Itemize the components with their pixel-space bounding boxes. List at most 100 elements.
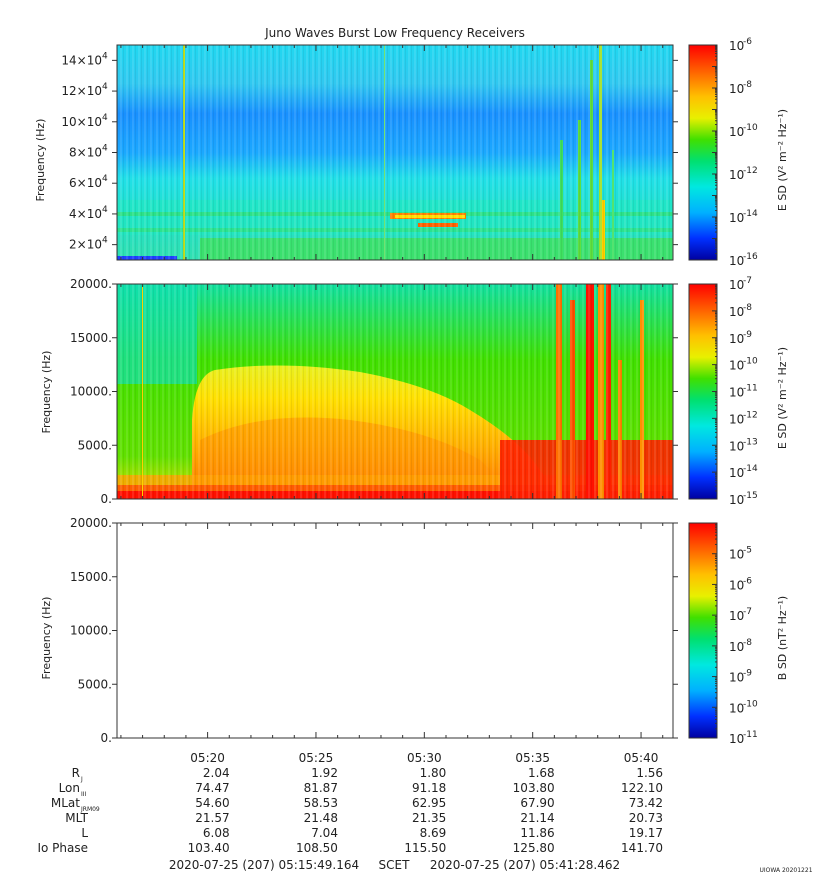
colorbar-tick-label: 10	[729, 701, 744, 715]
colorbar-tick-exponent: -10	[743, 357, 758, 367]
ephemeris-label-sub: J	[80, 776, 83, 783]
ytick-label: 0.	[101, 492, 112, 506]
ephemeris-label: MLT	[65, 811, 88, 825]
ephemeris-label-sub: III	[81, 791, 87, 798]
colorbar-tick-exponent: -8	[743, 638, 752, 648]
colorbar-1-label: E SD (V² m⁻² Hz⁻¹)	[776, 109, 789, 211]
ephemeris-value: 7.04	[311, 826, 338, 840]
colorbar-tick-exponent: -10	[743, 123, 758, 133]
colorbar-tick-label: 10	[729, 82, 744, 96]
ytick-label: 20000.	[70, 516, 112, 530]
ephemeris-label: MLat	[51, 796, 80, 810]
panel-3-frame	[116, 522, 674, 739]
ytick-label: 10000.	[70, 385, 112, 399]
xtick-label: 05:30	[407, 751, 442, 765]
ephemeris-value: 141.70	[621, 841, 663, 855]
ephemeris-label: R	[72, 766, 80, 780]
ytick-label: 8×10	[69, 146, 102, 160]
ephemeris-value: 1.92	[311, 766, 338, 780]
ytick-label: 0.	[101, 731, 112, 745]
ephemeris-value: 54.60	[195, 796, 229, 810]
ephemeris-value: 73.42	[629, 796, 663, 810]
colorbar-tick-label: 10	[729, 359, 744, 373]
xtick-label: 05:20	[190, 751, 225, 765]
ytick-label: 2×10	[69, 238, 102, 252]
colorbar-tick-exponent: -8	[743, 80, 752, 90]
ephemeris-label: L	[81, 826, 88, 840]
panel-1-ylabel: Frequency (Hz)	[34, 119, 47, 202]
colorbar-1	[688, 44, 718, 261]
ephemeris-value: 20.73	[629, 811, 663, 825]
ephemeris-value: 21.57	[195, 811, 229, 825]
ephemeris-value: 2.04	[203, 766, 230, 780]
colorbar-tick-label: 10	[729, 168, 744, 182]
colorbar-tick-label: 10	[729, 493, 744, 507]
ephemeris-label-sub: JRM09	[80, 806, 100, 813]
time-end: 2020-07-25 (207) 05:41:28.462	[430, 858, 620, 872]
colorbar-tick-exponent: -12	[743, 166, 758, 176]
ephemeris-value: 1.68	[528, 766, 555, 780]
colorbar-tick-label: 10	[729, 125, 744, 139]
colorbar-tick-label: 10	[729, 332, 744, 346]
ephemeris-value: 1.80	[420, 766, 447, 780]
ephemeris-value: 115.50	[404, 841, 446, 855]
ytick-exponent: 4	[102, 51, 108, 61]
ephemeris-value: 62.95	[412, 796, 446, 810]
ephemeris-value: 19.17	[629, 826, 663, 840]
xtick-label: 05:40	[624, 751, 659, 765]
ytick-label: 5000.	[78, 438, 112, 452]
ytick-label: 20000.	[70, 277, 112, 291]
colorbar-tick-label: 10	[729, 548, 744, 562]
colorbar-tick-exponent: -10	[743, 699, 758, 709]
ytick-label: 6×10	[69, 176, 102, 190]
colorbar-3	[688, 522, 718, 739]
ephemeris-value: 108.50	[296, 841, 338, 855]
ytick-label: 15000.	[70, 570, 112, 584]
colorbar-2-label: E SD (V² m⁻² Hz⁻¹)	[776, 347, 789, 449]
time-frame: SCET	[379, 858, 411, 872]
ephemeris-value: 58.53	[304, 796, 338, 810]
colorbar-tick-label: 10	[729, 732, 744, 746]
ytick-label: 12×10	[61, 84, 102, 98]
xtick-label: 05:25	[299, 751, 334, 765]
ephemeris-value: 81.87	[304, 781, 338, 795]
colorbar-tick-label: 10	[729, 39, 744, 53]
ephemeris-value: 122.10	[621, 781, 663, 795]
ytick-label: 10000.	[70, 624, 112, 638]
colorbar-tick-exponent: -11	[743, 730, 758, 740]
ephemeris-value: 21.35	[412, 811, 446, 825]
colorbar-tick-exponent: -7	[743, 276, 752, 286]
colorbar-tick-exponent: -7	[743, 607, 752, 617]
colorbar-tick-exponent: -14	[743, 209, 758, 219]
colorbar-tick-label: 10	[729, 466, 744, 480]
ephemeris-table: R J 2.04 1.92 1.80 1.68 1.56 Lon III 74.47 81.87 91…	[37, 766, 663, 855]
ytick-exponent: 4	[102, 205, 108, 215]
xtick-label: 05:35	[515, 751, 550, 765]
ephemeris-label: Io Phase	[37, 841, 88, 855]
colorbar-tick-exponent: -9	[743, 669, 752, 679]
colorbar-tick-exponent: -13	[743, 437, 758, 447]
ephemeris-value: 21.14	[520, 811, 554, 825]
ytick-label: 10×10	[61, 115, 102, 129]
ephemeris-value: 8.69	[420, 826, 447, 840]
colorbar-tick-exponent: -15	[743, 491, 758, 501]
colorbar-tick-exponent: -5	[743, 546, 752, 556]
ephemeris-value: 103.40	[188, 841, 230, 855]
chart-title: Juno Waves Burst Low Frequency Receivers	[264, 26, 525, 40]
ephemeris-value: 21.48	[304, 811, 338, 825]
colorbar-tick-label: 10	[729, 671, 744, 685]
colorbar-3-label: B SD (nT² Hz⁻¹)	[776, 596, 789, 680]
ephemeris-value: 125.80	[513, 841, 555, 855]
colorbar-tick-exponent: -8	[743, 303, 752, 313]
ytick-exponent: 4	[102, 113, 108, 123]
ytick-label: 14×10	[61, 53, 102, 67]
ephemeris-value: 11.86	[520, 826, 554, 840]
colorbar-tick-label: 10	[729, 305, 744, 319]
panel-2-heatmap	[117, 284, 673, 499]
colorbar-tick-label: 10	[729, 640, 744, 654]
colorbar-tick-label: 10	[729, 278, 744, 292]
ephemeris-value: 74.47	[195, 781, 229, 795]
time-start: 2020-07-25 (207) 05:15:49.164	[169, 858, 359, 872]
colorbar-tick-exponent: -6	[743, 37, 752, 47]
